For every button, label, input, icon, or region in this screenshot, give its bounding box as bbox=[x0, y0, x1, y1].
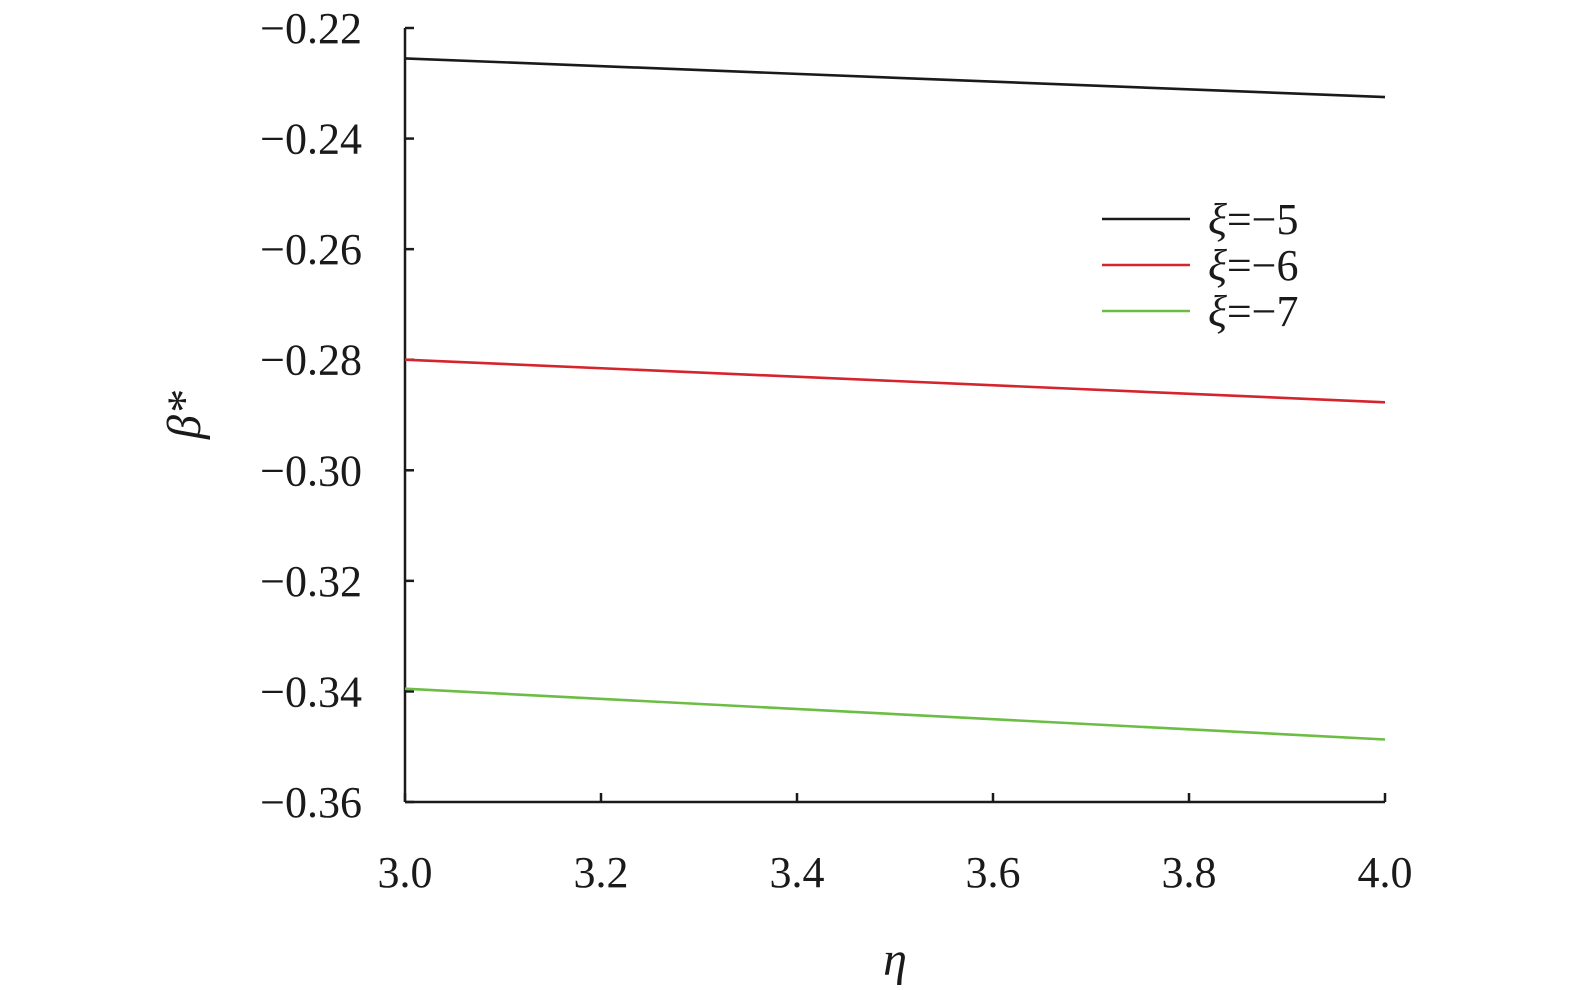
series-line-2 bbox=[404, 358, 1386, 404]
y-tick-label: −0.24 bbox=[260, 115, 362, 164]
x-tick-label: 3.2 bbox=[574, 848, 629, 897]
series-line-1 bbox=[404, 57, 1386, 99]
y-tick-label: −0.28 bbox=[260, 336, 362, 385]
y-tick-label: −0.30 bbox=[260, 446, 362, 495]
y-axis-label: β* bbox=[158, 391, 211, 440]
legend-label-2: ξ=−6 bbox=[1208, 241, 1298, 290]
series-line-3 bbox=[404, 687, 1386, 741]
x-tick-label: 3.6 bbox=[966, 848, 1021, 897]
x-tick-label: 3.0 bbox=[378, 848, 433, 897]
legend-symbol: ξ bbox=[1208, 241, 1227, 290]
x-tick-label: 4.0 bbox=[1358, 848, 1413, 897]
legend-symbol: ξ bbox=[1208, 195, 1227, 244]
legend-value: =−6 bbox=[1227, 241, 1299, 290]
legend-label-3: ξ=−7 bbox=[1208, 287, 1298, 336]
y-tick-label: −0.22 bbox=[260, 4, 362, 53]
x-axis-label: η bbox=[883, 933, 907, 986]
legend: ξ=−5ξ=−6ξ=−7 bbox=[1102, 195, 1298, 336]
legend-label-1: ξ=−5 bbox=[1208, 195, 1298, 244]
y-tick-label: −0.36 bbox=[260, 778, 362, 827]
legend-value: =−5 bbox=[1227, 195, 1299, 244]
x-tick-label: 3.8 bbox=[1162, 848, 1217, 897]
y-tick-label: −0.34 bbox=[260, 667, 362, 716]
y-tick-label: −0.32 bbox=[260, 557, 362, 606]
legend-value: =−7 bbox=[1227, 287, 1299, 336]
x-tick-label: 3.4 bbox=[770, 848, 825, 897]
legend-symbol: ξ bbox=[1208, 287, 1227, 336]
y-axis: −0.22 −0.24 −0.26 −0.28 −0.30 −0.32 −0.34 −0.36 bbox=[260, 4, 414, 827]
y-tick-label: −0.26 bbox=[260, 225, 362, 274]
series-lines bbox=[404, 57, 1386, 741]
x-axis: 3.0 3.2 3.4 3.6 3.8 4.0 bbox=[378, 793, 1413, 897]
